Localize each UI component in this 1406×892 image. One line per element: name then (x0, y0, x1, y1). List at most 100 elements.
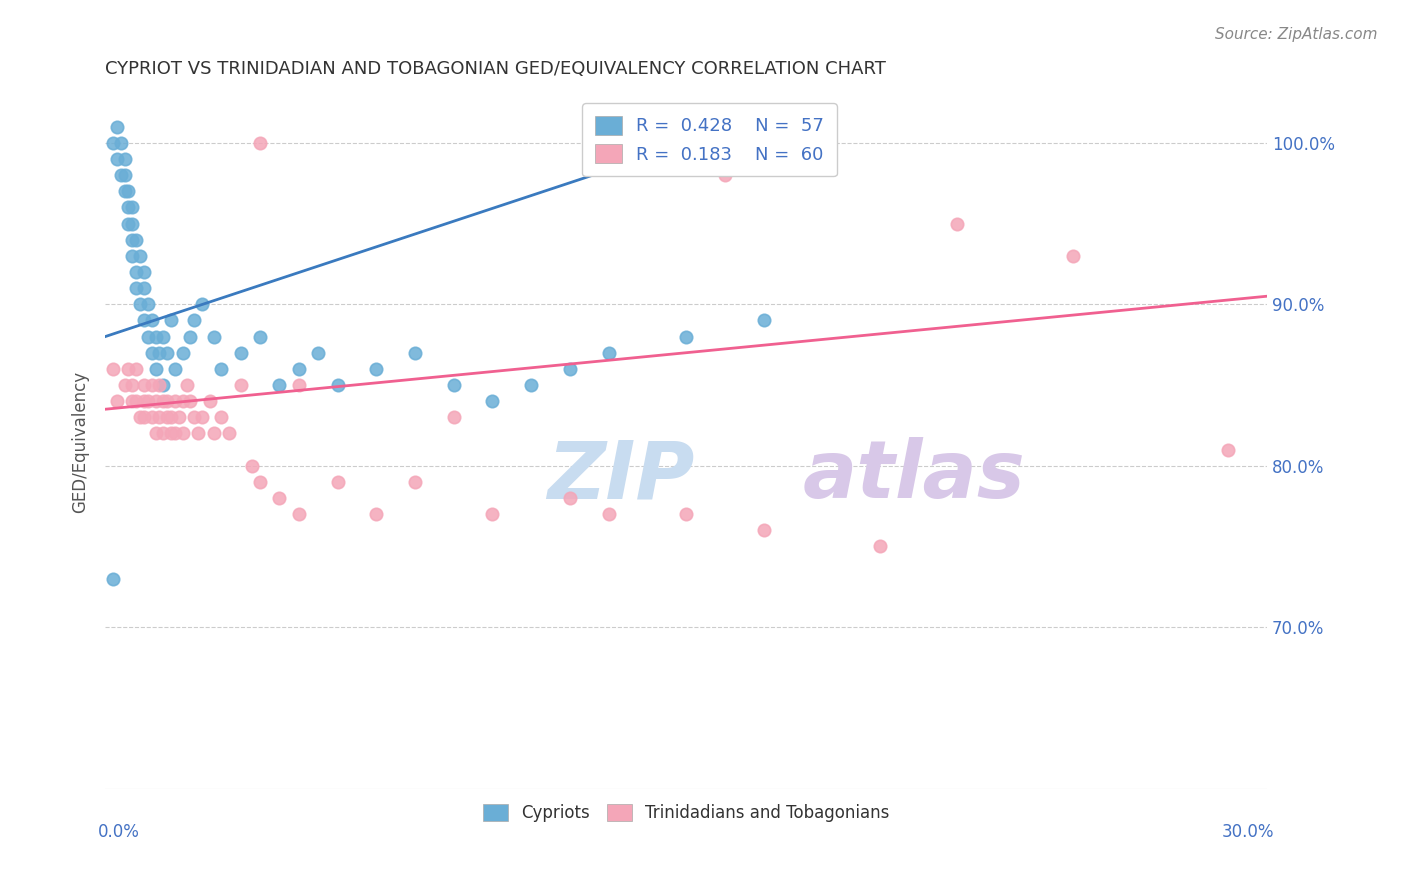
Point (125, 265, 148, 279)
Point (443, 410, 465, 425)
Point (163, 394, 186, 409)
Point (176, 378, 198, 392)
Point (366, 362, 388, 376)
Point (152, 378, 174, 392)
Text: 0.0%: 0.0% (98, 823, 141, 841)
Point (558, 362, 581, 376)
Point (141, 313, 163, 327)
Point (163, 426, 186, 441)
Point (117, 217, 139, 231)
Point (156, 394, 179, 409)
Text: Source: ZipAtlas.com: Source: ZipAtlas.com (1215, 27, 1378, 42)
Point (114, 168, 136, 182)
Point (229, 345, 252, 359)
Point (121, 217, 143, 231)
Point (520, 378, 543, 392)
Point (117, 362, 139, 376)
Point (148, 345, 170, 359)
Point (145, 394, 167, 409)
Point (1218, 442, 1240, 457)
Point (132, 378, 155, 392)
Point (307, 345, 329, 359)
Point (160, 313, 183, 327)
Point (148, 378, 170, 392)
Point (172, 394, 194, 409)
Point (141, 410, 163, 425)
Text: CYPRIOT VS TRINIDADIAN AND TOBAGONIAN GED/EQUIVALENCY CORRELATION CHART: CYPRIOT VS TRINIDADIAN AND TOBAGONIAN GE… (105, 60, 886, 78)
Point (752, 524, 775, 538)
Point (141, 378, 163, 392)
Point (160, 426, 183, 441)
Point (114, 378, 136, 392)
Point (713, 168, 735, 182)
Point (145, 329, 167, 343)
Point (114, 152, 136, 166)
Point (179, 394, 201, 409)
Point (558, 491, 581, 505)
Point (105, 394, 128, 409)
Point (125, 233, 148, 247)
Point (121, 394, 143, 409)
Point (326, 475, 349, 489)
Point (121, 378, 143, 392)
Point (404, 345, 426, 359)
Point (288, 507, 311, 521)
Point (183, 313, 205, 327)
Point (326, 378, 349, 392)
Point (156, 345, 179, 359)
Point (202, 329, 225, 343)
Point (129, 297, 152, 311)
Point (121, 201, 143, 215)
Point (152, 426, 174, 441)
Point (240, 458, 263, 473)
Point (1062, 249, 1084, 263)
Point (481, 507, 503, 521)
Point (163, 362, 186, 376)
Point (191, 410, 214, 425)
Point (404, 475, 426, 489)
Text: atlas: atlas (803, 437, 1025, 516)
Point (148, 410, 170, 425)
Text: ZIP: ZIP (547, 437, 695, 516)
Point (167, 410, 190, 425)
Point (288, 362, 311, 376)
Point (752, 313, 775, 327)
Point (105, 152, 128, 166)
Point (179, 329, 201, 343)
Point (152, 329, 174, 343)
Point (105, 120, 128, 134)
Point (125, 362, 148, 376)
Point (172, 345, 194, 359)
Point (132, 394, 155, 409)
Point (191, 297, 214, 311)
Point (288, 378, 311, 392)
Point (117, 201, 139, 215)
Point (145, 362, 167, 376)
Point (198, 394, 221, 409)
Point (598, 345, 620, 359)
Point (152, 394, 174, 409)
Point (443, 378, 465, 392)
Point (125, 394, 148, 409)
Point (145, 426, 167, 441)
Y-axis label: GED/Equivalency: GED/Equivalency (72, 370, 89, 513)
Point (110, 168, 132, 182)
Point (132, 265, 155, 279)
Point (129, 410, 152, 425)
Point (136, 297, 159, 311)
Point (249, 475, 271, 489)
Point (101, 136, 124, 150)
Point (125, 281, 148, 295)
Point (218, 426, 240, 441)
Point (269, 378, 291, 392)
Point (249, 136, 271, 150)
Point (101, 572, 124, 586)
Point (675, 329, 697, 343)
Point (209, 410, 232, 425)
Point (172, 426, 194, 441)
Point (132, 313, 155, 327)
Point (121, 249, 143, 263)
Point (132, 281, 155, 295)
Point (121, 233, 143, 247)
Point (209, 362, 232, 376)
